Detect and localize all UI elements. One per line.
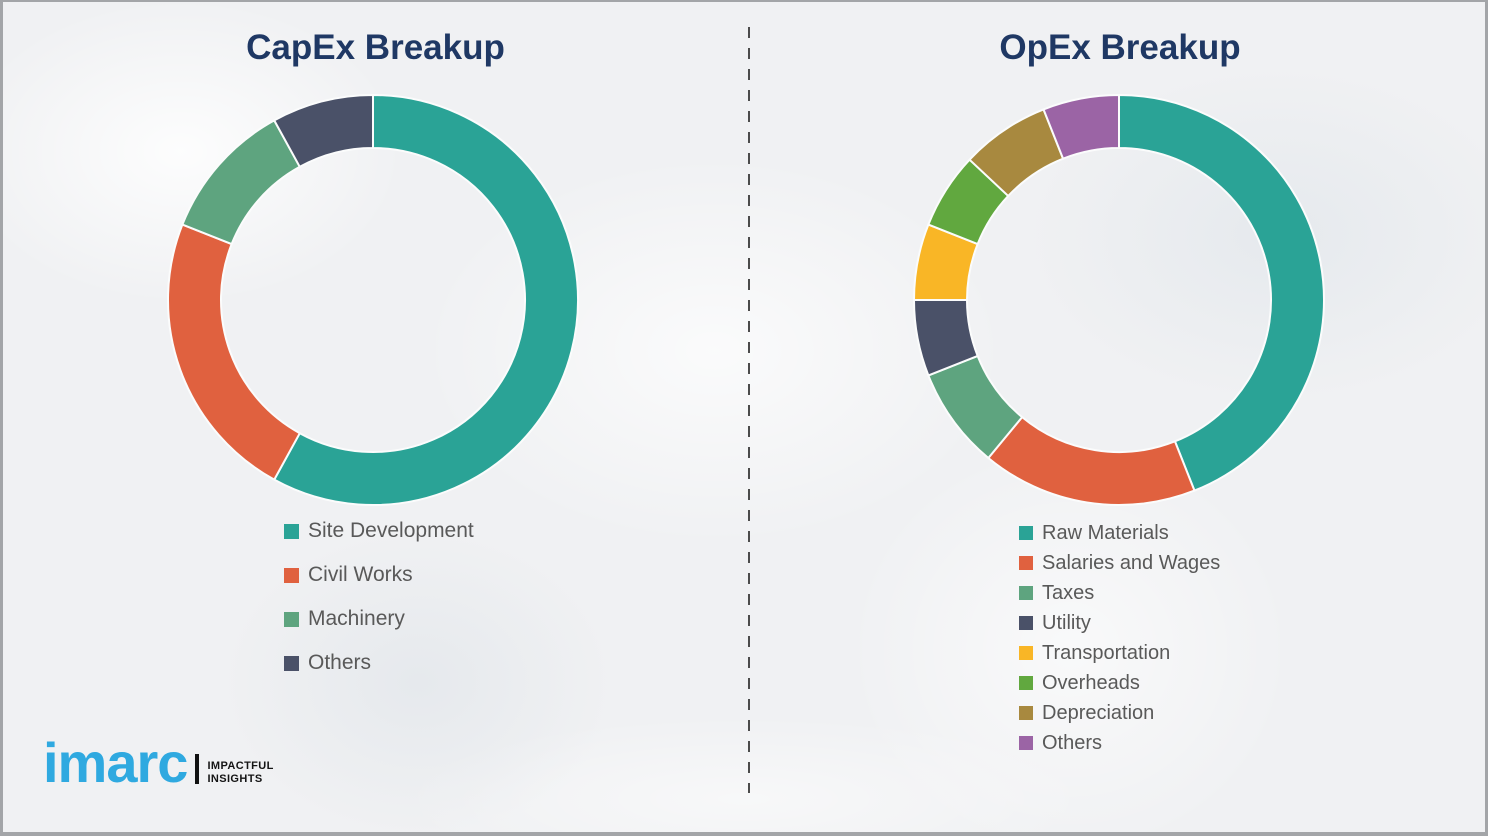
vertical-dashed-divider: [748, 27, 750, 793]
legend-swatch-others: [1019, 736, 1033, 750]
legend-swatch-raw-materials: [1019, 526, 1033, 540]
legend-label: Others: [308, 651, 372, 674]
legend-item-utility: Utility: [1019, 608, 1220, 638]
legend-label: Transportation: [1042, 641, 1171, 664]
imarc-logo-text: imarc: [43, 731, 188, 794]
logo-tagline: IMPACTFUL INSIGHTS: [207, 760, 273, 786]
donut-segment-raw-materials: [1118, 94, 1325, 492]
legend-item-depreciation: Depreciation: [1019, 698, 1220, 728]
capex-title: CapEx Breakup: [246, 28, 505, 67]
opex-panel: OpEx Breakup Raw Materials Salaries and W…: [749, 2, 1485, 832]
legend-item-taxes: Taxes: [1019, 578, 1220, 608]
legend-item-machinery: Machinery: [284, 597, 474, 641]
legend-label: Machinery: [308, 607, 405, 630]
opex-title: OpEx Breakup: [999, 28, 1241, 67]
legend-label: Depreciation: [1042, 701, 1155, 724]
logo-tagline-line2: INSIGHTS: [207, 773, 263, 785]
donut-segment-others: [273, 94, 374, 168]
legend-item-overheads: Overheads: [1019, 668, 1220, 698]
legend-label: Others: [1042, 731, 1103, 754]
donut-segment-salaries-and-wages: [987, 416, 1196, 506]
imarc-logo: imarc IMPACTFUL INSIGHTS: [43, 734, 274, 792]
legend-label: Civil Works: [308, 563, 413, 586]
legend-swatch-salaries-and-wages: [1019, 556, 1033, 570]
legend-swatch-site-development: [284, 523, 299, 539]
legend-label: Raw Materials: [1042, 521, 1169, 544]
legend-swatch-civil-works: [284, 567, 299, 583]
legend-swatch-utility: [1019, 616, 1033, 630]
legend-swatch-depreciation: [1019, 706, 1033, 720]
opex-donut-chart: [913, 94, 1325, 506]
legend-label: Taxes: [1042, 581, 1095, 604]
legend-swatch-taxes: [1019, 586, 1033, 600]
legend-item-others: Others: [1019, 728, 1220, 758]
donut-segment-machinery: [181, 119, 301, 246]
legend-swatch-overheads: [1019, 676, 1033, 690]
logo-divider-bar: [195, 754, 200, 784]
legend-item-others: Others: [284, 641, 474, 685]
legend-item-salaries-and-wages: Salaries and Wages: [1019, 548, 1220, 578]
legend-item-site-development: Site Development: [284, 509, 474, 553]
legend-label: Salaries and Wages: [1042, 551, 1221, 574]
donut-segment-others: [1042, 94, 1120, 160]
legend-swatch-machinery: [284, 611, 299, 627]
opex-legend: Raw Materials Salaries and Wages Taxes Util…: [1019, 518, 1220, 758]
legend-label: Utility: [1042, 611, 1091, 634]
capex-panel: CapEx Breakup Site Development Civil Work…: [3, 2, 748, 832]
legend-label: Overheads: [1042, 671, 1140, 694]
legend-label: Site Development: [308, 519, 474, 542]
legend-swatch-others: [284, 655, 299, 671]
legend-item-transportation: Transportation: [1019, 638, 1220, 668]
donut-segment-site-development: [273, 94, 579, 506]
capex-legend: Site Development Civil Works Machinery Othe…: [284, 509, 474, 685]
legend-item-raw-materials: Raw Materials: [1019, 518, 1220, 548]
donut-segment-civil-works: [167, 223, 301, 481]
logo-tagline-line1: IMPACTFUL: [207, 760, 274, 772]
capex-donut-chart: [167, 94, 579, 506]
legend-swatch-transportation: [1019, 646, 1033, 660]
legend-item-civil-works: Civil Works: [284, 553, 474, 597]
